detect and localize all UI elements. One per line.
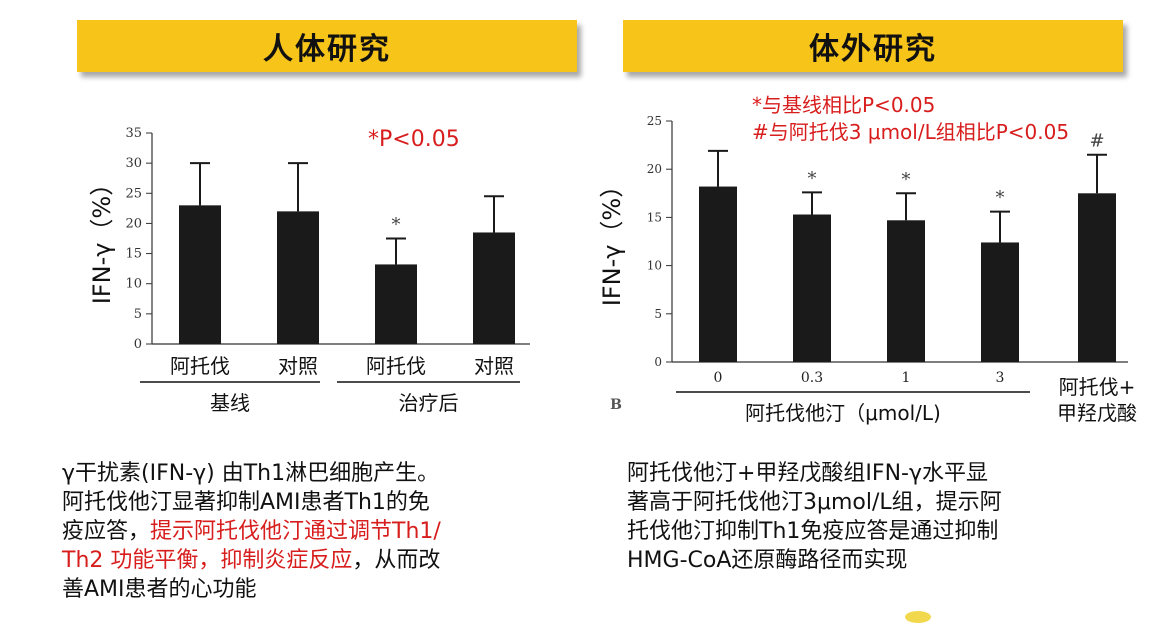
left-y-tick-label: 5 xyxy=(134,307,142,322)
right-chart-legend-hash: #与阿托伐3 μmol/L组相比P<0.05 xyxy=(752,120,1070,144)
left-y-tick-label: 10 xyxy=(125,277,142,292)
left-group-label: 治疗后 xyxy=(399,391,459,415)
left-group-label: 基线 xyxy=(210,391,250,415)
left-bar xyxy=(277,211,319,344)
right-panel-letter: B xyxy=(610,397,622,413)
left-summary-line-4-highlight: Th2 功能平衡，抑制炎症反应 xyxy=(62,548,353,573)
right-group-label: 阿托伐他汀（μmol/L) xyxy=(745,401,941,425)
right-summary-line-2: 著高于阿托伐他汀3μmol/L组，提示阿 xyxy=(627,490,1002,515)
right-y-axis-label: IFN-γ（%） xyxy=(598,174,626,307)
right-section-banner: 体外研究 xyxy=(623,20,1123,72)
right-category-label: 0 xyxy=(714,370,723,386)
right-bar xyxy=(887,220,925,362)
right-bar xyxy=(981,242,1019,362)
right-category-label: 1 xyxy=(902,370,911,386)
right-significance-marker: # xyxy=(1089,131,1104,152)
right-category-label: 3 xyxy=(996,370,1005,386)
left-category-label: 对照 xyxy=(474,354,514,378)
right-significance-marker: * xyxy=(902,169,911,190)
left-category-label: 对照 xyxy=(278,354,318,378)
left-y-tick-label: 0 xyxy=(134,337,142,352)
left-summary-line-3: 疫应答，提示阿托伐他汀通过调节Th1/ xyxy=(62,518,441,546)
left-summary-line-3-plain: 疫应答， xyxy=(62,519,151,544)
left-bar xyxy=(179,205,221,344)
right-y-tick-label: 10 xyxy=(647,259,662,273)
right-y-tick-label: 25 xyxy=(647,114,662,128)
left-bar xyxy=(375,264,417,344)
right-banner-title: 体外研究 xyxy=(809,32,937,67)
right-y-tick-label: 0 xyxy=(654,355,662,369)
right-chart-legend-star: *与基线相比P<0.05 xyxy=(752,93,936,117)
right-summary-line-3: 托伐他汀抑制Th1免疫应答是通过抑制 xyxy=(627,519,999,544)
right-bar xyxy=(699,186,737,362)
right-category-label: 0.3 xyxy=(801,370,823,386)
right-y-tick-label: 15 xyxy=(647,210,662,224)
left-summary-line-3-highlight: 提示阿托伐他汀通过调节Th1/ xyxy=(150,519,441,544)
right-significance-marker: * xyxy=(808,168,817,189)
left-y-tick-label: 25 xyxy=(125,186,142,201)
left-summary-line-4: Th2 功能平衡，抑制炎症反应，从而改 xyxy=(62,547,440,575)
left-chart-significance-note: *P<0.05 xyxy=(368,127,460,152)
left-y-tick-label: 30 xyxy=(125,156,142,171)
right-category-label: 阿托伐+ xyxy=(1059,375,1136,399)
right-significance-marker: * xyxy=(996,188,1005,209)
right-y-tick-label: 20 xyxy=(647,162,662,176)
left-significance-marker: * xyxy=(392,215,401,236)
left-y-tick-label: 15 xyxy=(125,247,142,262)
left-y-tick-label: 35 xyxy=(125,126,142,141)
left-y-axis-label: IFN-γ（%） xyxy=(88,172,116,305)
left-y-tick-label: 20 xyxy=(125,216,142,231)
left-bar xyxy=(473,232,515,344)
left-summary-line-1: γ干扰素(IFN-γ) 由Th1淋巴细胞产生。 xyxy=(62,461,440,486)
right-summary-line-4: HMG-CoA还原酶路径而实现 xyxy=(627,548,908,573)
right-bar xyxy=(1078,193,1116,362)
left-summary-line-4-plain: ，从而改 xyxy=(352,548,441,573)
left-category-label: 阿托伐 xyxy=(170,354,230,378)
decorative-dot xyxy=(905,611,931,623)
right-category-label: 甲羟戊酸 xyxy=(1057,401,1137,425)
left-banner-title: 人体研究 xyxy=(263,32,391,67)
right-y-tick-label: 5 xyxy=(654,307,662,321)
left-summary-line-5: 善AMI患者的心功能 xyxy=(62,577,257,602)
left-summary-line-2: 阿托伐他汀显著抑制AMI患者Th1的免 xyxy=(62,490,430,515)
right-bar xyxy=(793,214,831,362)
left-category-label: 阿托伐 xyxy=(366,354,426,378)
right-summary-line-1: 阿托伐他汀+甲羟戊酸组IFN-γ水平显 xyxy=(627,461,988,486)
left-section-banner: 人体研究 xyxy=(77,20,577,72)
